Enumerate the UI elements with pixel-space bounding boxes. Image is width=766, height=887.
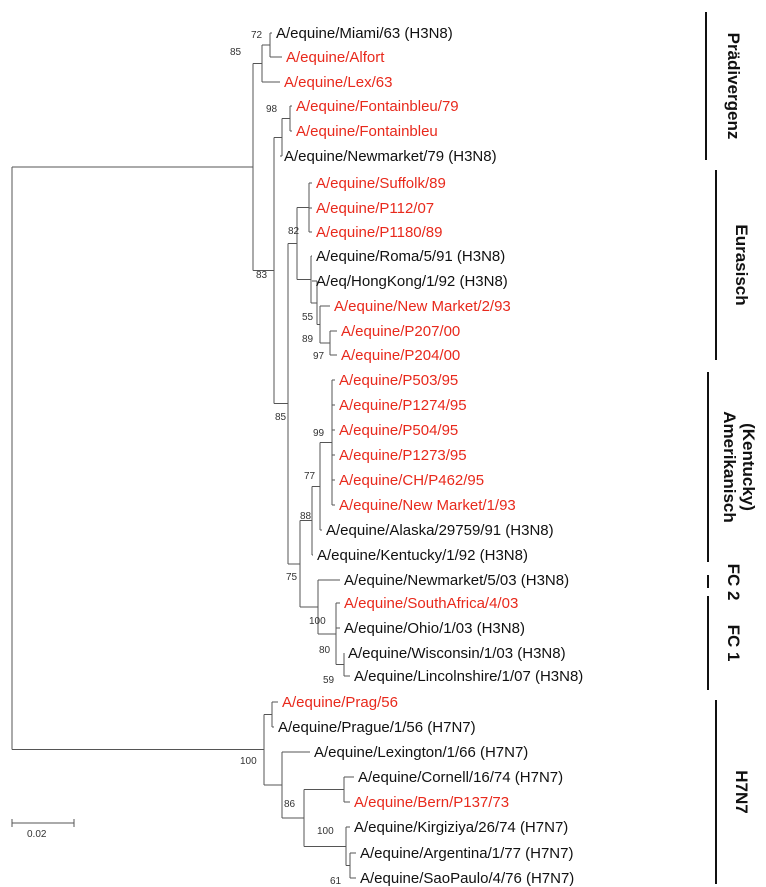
bootstrap-value: 99 <box>313 428 325 439</box>
bootstrap-value: 97 <box>313 351 325 362</box>
bootstrap-value: 85 <box>230 47 242 58</box>
leaf-label: A/equine/Suffolk/89 <box>316 175 446 192</box>
leaf-label: A/equine/P504/95 <box>339 422 458 439</box>
bootstrap-value: 75 <box>286 572 298 583</box>
leaf-label: A/equine/Newmarket/79 (H3N8) <box>284 148 497 165</box>
scale-bar-label: 0.02 <box>27 829 47 840</box>
bootstrap-value: 88 <box>300 511 312 522</box>
leaf-label: A/equine/Prag/56 <box>282 694 398 711</box>
leaf-label: A/equine/SaoPaulo/4/76 (H7N7) <box>360 870 574 887</box>
clade-label-h7n7: H7N7 <box>732 770 751 813</box>
bootstrap-value: 86 <box>284 799 296 810</box>
bootstrap-value: 85 <box>275 412 287 423</box>
scale-bar: 0.02 <box>11 819 75 840</box>
bootstrap-value: 100 <box>240 756 257 767</box>
leaf-label: A/equine/P503/95 <box>339 372 458 389</box>
bootstrap-value: 82 <box>288 226 300 237</box>
leaf-label: A/equine/P1273/95 <box>339 447 467 464</box>
leaf-label: A/equine/Lexington/1/66 (H7N7) <box>314 744 528 761</box>
clade-label-fc2: FC 2 <box>724 564 743 601</box>
leaf-label: A/equine/Lincolnshire/1/07 (H3N8) <box>354 668 583 685</box>
leaf-label: A/equine/New Market/1/93 <box>339 497 516 514</box>
leaf-label: A/equine/Cornell/16/74 (H7N7) <box>358 769 563 786</box>
leaf-label: A/equine/P207/00 <box>341 323 460 340</box>
leaf-label: A/equine/P1274/95 <box>339 397 467 414</box>
bootstrap-value: 100 <box>309 616 326 627</box>
bootstrap-value: 77 <box>304 471 316 482</box>
leaf-label: A/equine/P204/00 <box>341 347 460 364</box>
bootstrap-value: 55 <box>302 312 314 323</box>
clade-label-amerikanisch: Amerikanisch <box>720 411 739 523</box>
leaf-labels: A/equine/Miami/63 (H3N8) A/equine/Alfort A… <box>276 25 583 887</box>
leaf-label: A/equine/Argentina/1/77 (H7N7) <box>360 845 573 862</box>
bootstrap-value: 59 <box>323 675 335 686</box>
leaf-label: A/equine/Kirgiziya/26/74 (H7N7) <box>354 819 568 836</box>
leaf-label: A/equine/Ohio/1/03 (H3N8) <box>344 620 525 637</box>
clade-label-kentucky: (Kentucky) <box>739 423 758 511</box>
leaf-label: A/equine/Fontainbleu/79 <box>296 98 459 115</box>
bootstrap-value: 80 <box>319 645 331 656</box>
leaf-label: A/equine/CH/P462/95 <box>339 472 484 489</box>
bootstrap-value: 83 <box>256 270 268 281</box>
leaf-label: A/equine/P1180/89 <box>316 224 443 241</box>
leaf-label: A/equine/Alaska/29759/91 (H3N8) <box>326 522 554 539</box>
bootstrap-value: 72 <box>251 30 263 41</box>
clade-label-fc1: FC 1 <box>724 625 743 662</box>
tree-branches <box>11 32 356 879</box>
leaf-label: A/equine/P112/07 <box>316 200 434 217</box>
bootstrap-value: 89 <box>302 334 314 345</box>
leaf-label: A/equine/SouthAfrica/4/03 <box>344 595 518 612</box>
leaf-label: A/equine/Roma/5/91 (H3N8) <box>316 248 505 265</box>
leaf-label: A/equine/Alfort <box>286 49 385 66</box>
leaf-label: A/equine/Prague/1/56 (H7N7) <box>278 719 476 736</box>
leaf-label: A/equine/Kentucky/1/92 (H3N8) <box>317 547 528 564</box>
leaf-label: A/equine/Lex/63 <box>284 74 392 91</box>
bootstrap-labels: 72 85 98 83 82 55 89 97 85 99 77 88 75 1… <box>230 30 342 887</box>
leaf-label: A/equine/Newmarket/5/03 (H3N8) <box>344 572 569 589</box>
clade-label-eurasisch: Eurasisch <box>732 224 751 305</box>
bootstrap-value: 100 <box>317 826 334 837</box>
bootstrap-value: 98 <box>266 104 278 115</box>
clade-label-praedivergenz: Prädivergenz <box>724 33 743 140</box>
leaf-label: A/eq/HongKong/1/92 (H3N8) <box>316 273 508 290</box>
leaf-label: A/equine/Fontainbleu <box>296 123 438 140</box>
leaf-label: A/equine/New Market/2/93 <box>334 298 511 315</box>
leaf-label: A/equine/Bern/P137/73 <box>354 794 509 811</box>
bootstrap-value: 61 <box>330 876 342 887</box>
leaf-label: A/equine/Wisconsin/1/03 (H3N8) <box>348 645 566 662</box>
clade-labels: Prädivergenz Eurasisch Amerikanisch (Ken… <box>705 12 758 884</box>
leaf-label: A/equine/Miami/63 (H3N8) <box>276 25 453 42</box>
